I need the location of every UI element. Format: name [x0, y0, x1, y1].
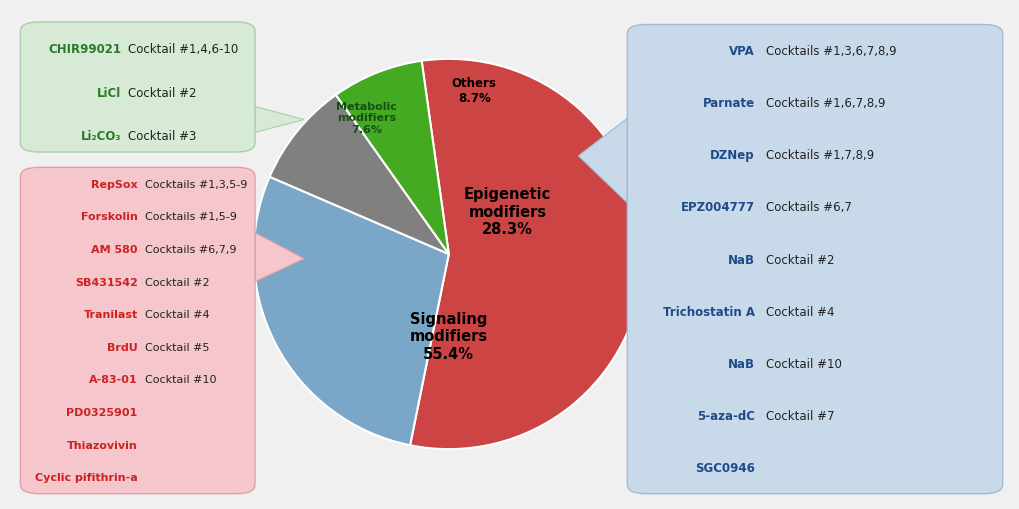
- Text: 5-aza-dC: 5-aza-dC: [696, 409, 754, 422]
- Text: Cocktail #2: Cocktail #2: [145, 277, 209, 287]
- Text: LiCl: LiCl: [97, 87, 121, 99]
- Text: Cocktail #1,4,6-10: Cocktail #1,4,6-10: [128, 43, 238, 56]
- Text: NaB: NaB: [728, 253, 754, 266]
- Text: CHIR99021: CHIR99021: [48, 43, 121, 56]
- Text: Cocktail #10: Cocktail #10: [765, 357, 842, 370]
- Text: Cocktail #10: Cocktail #10: [145, 375, 216, 385]
- Text: Cocktails #1,6,7,8,9: Cocktails #1,6,7,8,9: [765, 97, 884, 110]
- Text: Cocktail #7: Cocktail #7: [765, 409, 834, 422]
- Text: NaB: NaB: [728, 357, 754, 370]
- Text: EPZ004777: EPZ004777: [681, 201, 754, 214]
- Text: Trichostatin A: Trichostatin A: [662, 305, 754, 318]
- Text: SGC0946: SGC0946: [694, 461, 754, 474]
- Text: AM 580: AM 580: [91, 244, 138, 254]
- Text: Thiazovivin: Thiazovivin: [67, 440, 138, 450]
- Text: Cocktails #1,5-9: Cocktails #1,5-9: [145, 212, 236, 222]
- Text: Cocktails #1,3,6,7,8,9: Cocktails #1,3,6,7,8,9: [765, 45, 896, 58]
- Text: A-83-01: A-83-01: [89, 375, 138, 385]
- Wedge shape: [254, 178, 448, 445]
- Text: Cocktail #4: Cocktail #4: [145, 309, 209, 320]
- Text: Cocktails #1,3,5-9: Cocktails #1,3,5-9: [145, 179, 247, 189]
- Text: Cocktail #2: Cocktail #2: [128, 87, 197, 99]
- Text: Epigenetic
modifiers
28.3%: Epigenetic modifiers 28.3%: [464, 187, 550, 237]
- Text: Cocktails #6,7: Cocktails #6,7: [765, 201, 851, 214]
- Text: VPA: VPA: [729, 45, 754, 58]
- Wedge shape: [269, 96, 448, 254]
- Text: Others
8.7%: Others 8.7%: [451, 77, 496, 105]
- Text: DZNep: DZNep: [709, 149, 754, 162]
- Text: Cocktail #3: Cocktail #3: [128, 130, 197, 143]
- Text: SB431542: SB431542: [74, 277, 138, 287]
- Text: Tranilast: Tranilast: [84, 309, 138, 320]
- Text: Cyclic pifithrin-a: Cyclic pifithrin-a: [35, 472, 138, 483]
- Wedge shape: [410, 60, 643, 449]
- Text: Forskolin: Forskolin: [81, 212, 138, 222]
- Text: BrdU: BrdU: [107, 342, 138, 352]
- Text: Signaling
modifiers
55.4%: Signaling modifiers 55.4%: [410, 312, 487, 361]
- Text: Cocktails #1,7,8,9: Cocktails #1,7,8,9: [765, 149, 873, 162]
- Text: Metabolic
modifiers
7.6%: Metabolic modifiers 7.6%: [336, 102, 396, 135]
- Text: Parnate: Parnate: [702, 97, 754, 110]
- Text: Li₂CO₃: Li₂CO₃: [81, 130, 121, 143]
- Text: Cocktails #6,7,9: Cocktails #6,7,9: [145, 244, 236, 254]
- Wedge shape: [335, 62, 448, 254]
- Text: Cocktail #5: Cocktail #5: [145, 342, 209, 352]
- Text: PD0325901: PD0325901: [66, 407, 138, 417]
- Text: RepSox: RepSox: [91, 179, 138, 189]
- Text: Cocktail #4: Cocktail #4: [765, 305, 834, 318]
- Text: Cocktail #2: Cocktail #2: [765, 253, 834, 266]
